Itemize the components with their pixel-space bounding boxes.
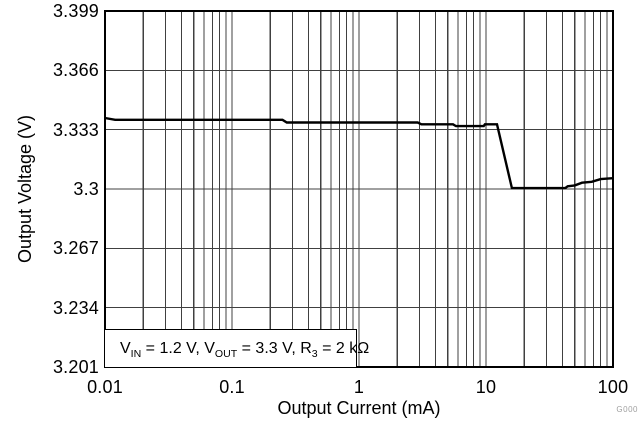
output-voltage-curve bbox=[104, 116, 614, 190]
annotation-subscript: OUT bbox=[214, 347, 238, 360]
y-axis-title: Output Voltage (V) bbox=[15, 114, 35, 264]
y-tick-label: 3.399 bbox=[52, 1, 99, 21]
annotation-text: VIN = 1.2 V, VOUT = 3.3 V, R3 = 2 kΩ bbox=[120, 339, 370, 360]
y-tick-label: 3.333 bbox=[52, 119, 99, 140]
annotation-segment: = 2 kΩ bbox=[317, 339, 370, 357]
annotation-segment: = 3.3 V, R bbox=[237, 339, 312, 357]
x-tick-label: 0.01 bbox=[87, 377, 123, 397]
y-tick-label: 3.201 bbox=[52, 357, 99, 377]
annotation-segment: V bbox=[120, 339, 131, 357]
x-tick-label: 1 bbox=[353, 377, 365, 397]
x-tick-label: 10 bbox=[475, 377, 497, 397]
figure-id-watermark: G000 bbox=[616, 405, 638, 414]
y-tick-label: 3.3 bbox=[73, 179, 99, 199]
y-tick-label: 3.366 bbox=[52, 60, 99, 81]
y-tick-label: 3.267 bbox=[52, 238, 99, 259]
annotation-segment: = 1.2 V, V bbox=[141, 339, 215, 357]
annotation-box: VIN = 1.2 V, VOUT = 3.3 V, R3 = 2 kΩ bbox=[104, 329, 369, 368]
plot-border bbox=[104, 10, 614, 368]
x-axis-title: Output Current (mA) bbox=[277, 398, 441, 418]
x-tick-label: 0.1 bbox=[219, 377, 245, 397]
annotation-subscript: IN bbox=[130, 347, 142, 360]
x-tick-label: 100 bbox=[597, 377, 629, 397]
y-tick-label: 3.234 bbox=[52, 297, 99, 318]
annotation-subscript: 3 bbox=[311, 347, 318, 360]
